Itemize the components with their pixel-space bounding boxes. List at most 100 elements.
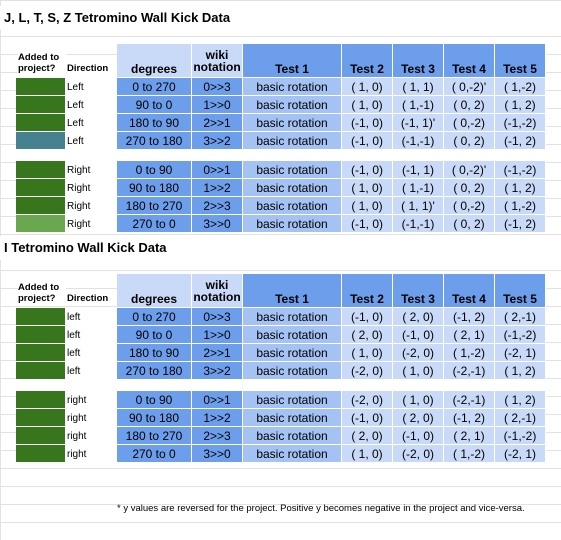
added-status-swatch[interactable] <box>16 445 65 463</box>
deg-cell[interactable]: 180 to 90 <box>117 114 192 132</box>
added-status-swatch[interactable] <box>16 161 65 179</box>
direction-cell[interactable]: Left <box>65 132 117 150</box>
t2-cell[interactable]: ( 2, 0) <box>342 427 393 445</box>
t4-cell[interactable]: ( 0, 2) <box>444 96 495 114</box>
t4-cell[interactable]: ( 1,-2) <box>444 344 495 362</box>
added-status-swatch[interactable] <box>16 215 65 233</box>
direction-cell[interactable]: Left <box>65 96 117 114</box>
added-status-swatch[interactable] <box>16 197 65 215</box>
t2-cell[interactable]: ( 1, 0) <box>342 179 393 197</box>
t2-cell[interactable]: ( 1, 0) <box>342 96 393 114</box>
direction-cell[interactable]: left <box>65 308 117 326</box>
t4-cell[interactable]: ( 2, 1) <box>444 427 495 445</box>
t2-cell[interactable]: ( 1, 0) <box>342 445 393 463</box>
t4-cell[interactable]: ( 0, 2) <box>444 215 495 233</box>
deg-cell[interactable]: 270 to 0 <box>117 445 192 463</box>
direction-cell[interactable]: Left <box>65 78 117 96</box>
direction-cell[interactable]: Right <box>65 215 117 233</box>
deg-cell[interactable]: 180 to 270 <box>117 197 192 215</box>
direction-cell[interactable]: right <box>65 391 117 409</box>
t2-cell[interactable]: (-1, 0) <box>342 409 393 427</box>
wiki-cell[interactable]: 0>>3 <box>192 78 243 96</box>
wiki-cell[interactable]: 2>>3 <box>192 197 243 215</box>
t3-cell[interactable]: (-1, 0) <box>393 427 444 445</box>
deg-cell[interactable]: 90 to 180 <box>117 179 192 197</box>
t2-cell[interactable]: (-2, 0) <box>342 362 393 380</box>
t3-cell[interactable]: ( 1,-1) <box>393 96 444 114</box>
wiki-cell[interactable]: 3>>0 <box>192 215 243 233</box>
t5-cell[interactable]: ( 2,-1) <box>495 409 546 427</box>
t3-cell[interactable]: (-1,-1) <box>393 132 444 150</box>
t1-cell[interactable]: basic rotation <box>243 161 342 179</box>
t5-cell[interactable]: ( 1, 2) <box>495 179 546 197</box>
t4-cell[interactable]: ( 0, 2) <box>444 179 495 197</box>
deg-cell[interactable]: 180 to 270 <box>117 427 192 445</box>
t1-cell[interactable]: basic rotation <box>243 308 342 326</box>
t1-cell[interactable]: basic rotation <box>243 391 342 409</box>
t2-cell[interactable]: (-2, 0) <box>342 391 393 409</box>
wiki-cell[interactable]: 0>>3 <box>192 308 243 326</box>
t3-cell[interactable]: ( 2, 0) <box>393 308 444 326</box>
t4-cell[interactable]: ( 0,-2)' <box>444 161 495 179</box>
t5-cell[interactable]: ( 1, 2) <box>495 391 546 409</box>
t5-cell[interactable]: ( 1, 2) <box>495 96 546 114</box>
t5-cell[interactable]: (-1, 2) <box>495 132 546 150</box>
t5-cell[interactable]: (-1,-2) <box>495 114 546 132</box>
t1-cell[interactable]: basic rotation <box>243 96 342 114</box>
t1-cell[interactable]: basic rotation <box>243 114 342 132</box>
direction-cell[interactable]: right <box>65 427 117 445</box>
t5-cell[interactable]: ( 1,-2) <box>495 78 546 96</box>
wiki-cell[interactable]: 1>>2 <box>192 409 243 427</box>
direction-cell[interactable]: left <box>65 326 117 344</box>
wiki-cell[interactable]: 3>>2 <box>192 362 243 380</box>
added-status-swatch[interactable] <box>16 362 65 380</box>
wiki-cell[interactable]: 1>>2 <box>192 179 243 197</box>
deg-cell[interactable]: 90 to 180 <box>117 409 192 427</box>
t1-cell[interactable]: basic rotation <box>243 215 342 233</box>
t3-cell[interactable]: ( 1, 0) <box>393 362 444 380</box>
wiki-cell[interactable]: 2>>1 <box>192 344 243 362</box>
t4-cell[interactable]: ( 0,-2)' <box>444 78 495 96</box>
wiki-cell[interactable]: 0>>1 <box>192 161 243 179</box>
t3-cell[interactable]: (-2, 0) <box>393 445 444 463</box>
t2-cell[interactable]: ( 1, 0) <box>342 197 393 215</box>
t5-cell[interactable]: (-1, 2) <box>495 215 546 233</box>
t1-cell[interactable]: basic rotation <box>243 344 342 362</box>
t3-cell[interactable]: (-1,-1) <box>393 215 444 233</box>
direction-cell[interactable]: Right <box>65 197 117 215</box>
t5-cell[interactable]: (-2, 1) <box>495 344 546 362</box>
t3-cell[interactable]: ( 1, 1)' <box>393 197 444 215</box>
wiki-cell[interactable]: 2>>1 <box>192 114 243 132</box>
t5-cell[interactable]: ( 1,-2) <box>495 197 546 215</box>
t1-cell[interactable]: basic rotation <box>243 362 342 380</box>
t2-cell[interactable]: ( 2, 0) <box>342 326 393 344</box>
wiki-cell[interactable]: 2>>3 <box>192 427 243 445</box>
t4-cell[interactable]: (-1, 2) <box>444 308 495 326</box>
added-status-swatch[interactable] <box>16 427 65 445</box>
deg-cell[interactable]: 90 to 0 <box>117 96 192 114</box>
t4-cell[interactable]: (-2,-1) <box>444 362 495 380</box>
added-status-swatch[interactable] <box>16 179 65 197</box>
t1-cell[interactable]: basic rotation <box>243 179 342 197</box>
t1-cell[interactable]: basic rotation <box>243 78 342 96</box>
added-status-swatch[interactable] <box>16 409 65 427</box>
added-status-swatch[interactable] <box>16 78 65 96</box>
t3-cell[interactable]: (-1, 0) <box>393 326 444 344</box>
wiki-cell[interactable]: 3>>0 <box>192 445 243 463</box>
t2-cell[interactable]: (-1, 0) <box>342 215 393 233</box>
t3-cell[interactable]: (-2, 0) <box>393 344 444 362</box>
direction-cell[interactable]: right <box>65 445 117 463</box>
t3-cell[interactable]: (-1, 1) <box>393 161 444 179</box>
direction-cell[interactable]: Right <box>65 161 117 179</box>
added-status-swatch[interactable] <box>16 114 65 132</box>
deg-cell[interactable]: 180 to 90 <box>117 344 192 362</box>
t3-cell[interactable]: ( 1, 1) <box>393 78 444 96</box>
t2-cell[interactable]: (-1, 0) <box>342 161 393 179</box>
t5-cell[interactable]: ( 2,-1) <box>495 308 546 326</box>
wiki-cell[interactable]: 3>>2 <box>192 132 243 150</box>
t1-cell[interactable]: basic rotation <box>243 326 342 344</box>
deg-cell[interactable]: 0 to 270 <box>117 78 192 96</box>
t5-cell[interactable]: (-1,-2) <box>495 427 546 445</box>
t4-cell[interactable]: (-1, 2) <box>444 409 495 427</box>
t4-cell[interactable]: ( 1,-2) <box>444 445 495 463</box>
